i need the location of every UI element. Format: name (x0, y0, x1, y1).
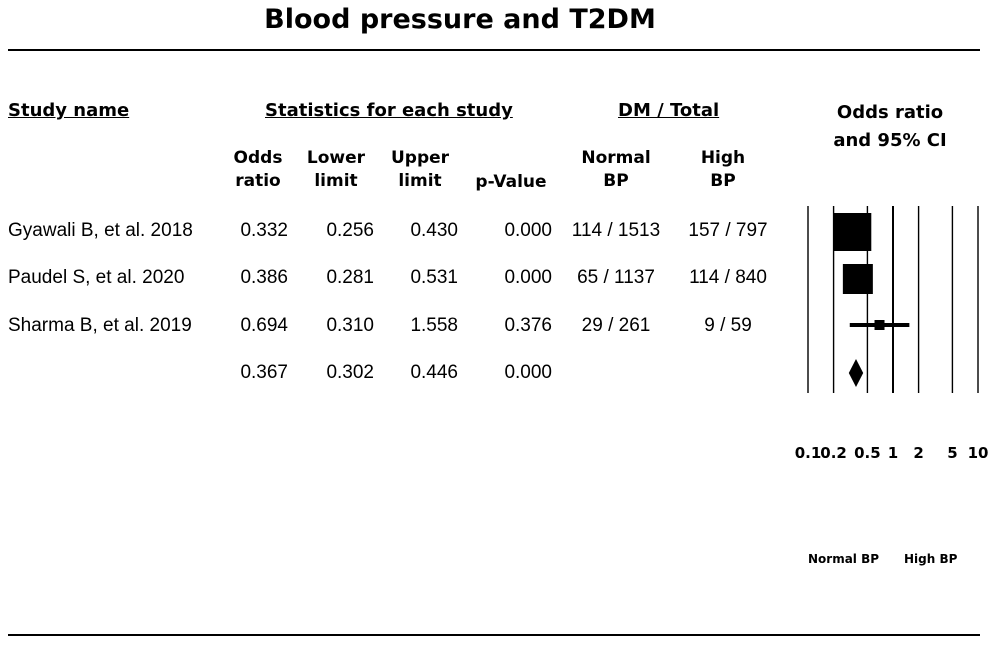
row-p-value: 0.000 (504, 362, 552, 383)
row-lower: 0.302 (326, 362, 374, 383)
axis-footer-normal-bp: Normal BP (808, 552, 880, 566)
row-study: Paudel S, et al. 2020 (8, 267, 185, 288)
tick-label-0.1: 0.1 (795, 444, 822, 462)
row-study: Gyawali B, et al. 2018 (8, 220, 193, 241)
col-normal-bp: Normal BP (581, 148, 651, 191)
header-study-name: Study name (8, 100, 130, 121)
study-point (874, 320, 885, 330)
row-study: Sharma B, et al. 2019 (8, 315, 192, 336)
row-p-value: 0.000 (504, 220, 552, 241)
study-point (833, 213, 872, 251)
tick-label-0.5: 0.5 (854, 444, 881, 462)
row-odds-ratio: 0.694 (240, 315, 288, 336)
tick-label-0.2: 0.2 (820, 444, 847, 462)
tick-label-10: 10 (968, 444, 989, 462)
row-p-value: 0.376 (504, 315, 552, 336)
row-normal-bp: 29 / 261 (581, 315, 651, 336)
row-odds-ratio: 0.332 (240, 220, 288, 241)
row-lower: 0.256 (326, 220, 374, 241)
col-lower-limit: Lower limit (306, 148, 366, 191)
row-high-bp: 157 / 797 (688, 220, 768, 241)
header-odds-ratio-ci: Odds ratio and 95% CI (833, 102, 947, 151)
col-p-value: p-Value (475, 172, 547, 192)
tick-label-2: 2 (913, 444, 923, 462)
col-upper-limit: Upper limit (390, 148, 450, 191)
header-statistics: Statistics for each study (265, 100, 513, 121)
tick-label-5: 5 (947, 444, 957, 462)
row-normal-bp: 114 / 1513 (571, 220, 661, 241)
row-lower: 0.281 (326, 267, 374, 288)
row-lower: 0.310 (326, 315, 374, 336)
row-high-bp: 114 / 840 (689, 267, 767, 288)
row-upper: 1.558 (410, 315, 458, 336)
pooled-diamond (848, 359, 864, 387)
row-p-value: 0.000 (504, 267, 552, 288)
col-odds-ratio: Odds ratio (233, 148, 283, 191)
study-point (842, 264, 873, 294)
axis-footer-high-bp: High BP (904, 552, 958, 566)
row-upper: 0.531 (410, 267, 458, 288)
bottom-divider (8, 634, 980, 636)
row-high-bp: 9 / 59 (704, 315, 752, 336)
top-divider (8, 49, 980, 51)
header-dm-total: DM / Total (618, 100, 720, 121)
col-high-bp: High BP (700, 148, 746, 191)
row-upper: 0.430 (410, 220, 458, 241)
row-upper: 0.446 (410, 362, 458, 383)
row-odds-ratio: 0.386 (240, 267, 288, 288)
row-odds-ratio: 0.367 (240, 362, 288, 383)
page-title: Blood pressure and T2DM (264, 4, 656, 35)
row-normal-bp: 65 / 1137 (577, 267, 655, 288)
tick-label-1: 1 (888, 444, 898, 462)
